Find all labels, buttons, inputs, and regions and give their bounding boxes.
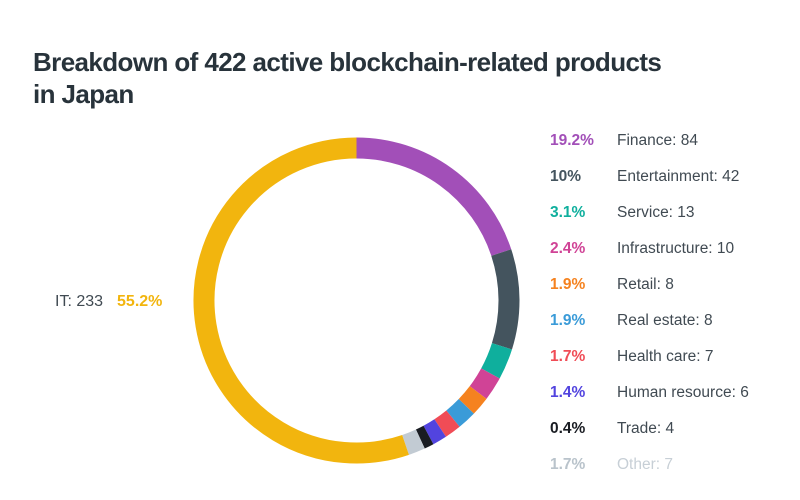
legend-row-finance: 19.2% Finance: 84 [550, 132, 749, 152]
donut-segment-finance [356, 137, 512, 256]
legend-row-other: 1.7% Other: 7 [550, 456, 749, 476]
chart-title-line2: in Japan [33, 79, 134, 110]
legend-label: Trade: 4 [617, 420, 675, 437]
legend-percent: 1.9% [550, 312, 586, 329]
donut-segment-other [402, 429, 425, 455]
chart-legend: 19.2% Finance: 84 10% Entertainment: 42 3.1%… [550, 132, 749, 476]
donut-svg [193, 137, 520, 464]
donut-segment-health-care [434, 410, 460, 437]
legend-percent: 19.2% [550, 132, 594, 149]
donut-segment-trade [415, 425, 434, 449]
donut-chart [186, 130, 527, 471]
legend-label: Real estate: 8 [617, 312, 713, 329]
donut-segment-retail [458, 386, 487, 414]
legend-label: Infrastructure: 10 [617, 240, 735, 257]
legend-percent: 1.7% [550, 456, 586, 473]
it-callout: IT: 233 55.2% [55, 293, 162, 311]
legend-percent: 0.4% [550, 420, 586, 437]
donut-segment-real-estate [446, 398, 474, 427]
legend-label: Service: 13 [617, 204, 695, 221]
it-callout-percent: 55.2% [117, 293, 163, 310]
legend-label: Human resource: 6 [617, 384, 749, 401]
legend-row-infrastructure: 2.4% Infrastructure: 10 [550, 240, 749, 260]
chart-title-line1: Breakdown of 422 active blockchain-relat… [33, 47, 662, 78]
legend-row-human-resource: 1.4% Human resource: 6 [550, 384, 749, 404]
legend-label: Health care: 7 [617, 348, 714, 365]
donut-segment-entertainment [491, 249, 520, 350]
legend-percent: 10% [550, 168, 582, 185]
legend-percent: 1.9% [550, 276, 586, 293]
donut-segment-human-resource [423, 419, 446, 445]
donut-segment-service [481, 342, 512, 379]
legend-percent: 3.1% [550, 204, 586, 221]
legend-row-trade: 0.4% Trade: 4 [550, 420, 749, 440]
donut-segment-it [193, 137, 409, 464]
legend-row-retail: 1.9% Retail: 8 [550, 276, 749, 296]
it-callout-label: IT: 233 [55, 293, 104, 310]
legend-percent: 1.7% [550, 348, 586, 365]
legend-row-service: 3.1% Service: 13 [550, 204, 749, 224]
legend-label: Retail: 8 [617, 276, 674, 293]
legend-row-real-estate: 1.9% Real estate: 8 [550, 312, 749, 332]
legend-row-entertainment: 10% Entertainment: 42 [550, 168, 749, 188]
chart-title: Breakdown of 422 active blockchain-relat… [33, 46, 662, 110]
donut-segment-infrastructure [469, 368, 500, 399]
legend-label: Entertainment: 42 [617, 168, 740, 185]
legend-row-health-care: 1.7% Health care: 7 [550, 348, 749, 368]
legend-percent: 2.4% [550, 240, 586, 257]
legend-label: Finance: 84 [617, 132, 698, 149]
legend-label: Other: 7 [617, 456, 673, 473]
legend-percent: 1.4% [550, 384, 586, 401]
